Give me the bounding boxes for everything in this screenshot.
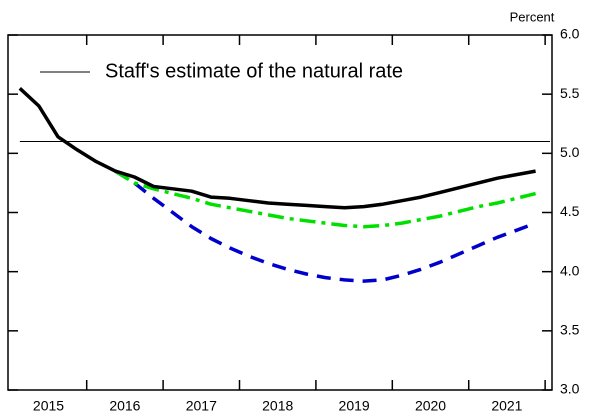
series-line <box>114 169 537 283</box>
x-tick-label: 2018 <box>262 398 293 414</box>
y-tick-label: 5.5 <box>560 85 580 101</box>
series-line <box>18 87 536 210</box>
y-tick-label: 6.0 <box>560 26 580 42</box>
y-tick-label: 3.0 <box>560 381 580 397</box>
y-tick-label: 4.0 <box>560 262 580 278</box>
y-tick-label: 4.5 <box>560 203 580 219</box>
plot-frame <box>7 34 553 391</box>
x-tick-label: 2016 <box>109 398 140 414</box>
x-tick-label: 2015 <box>33 398 64 414</box>
y-axis-label: Percent <box>510 9 555 24</box>
x-tick-label: 2021 <box>491 398 522 414</box>
x-tick-label: 2019 <box>339 398 370 414</box>
legend-label: Staff's estimate of the natural rate <box>105 60 403 82</box>
y-tick-label: 5.0 <box>560 144 580 160</box>
y-tick-label: 3.5 <box>560 322 580 338</box>
x-tick-label: 2017 <box>186 398 217 414</box>
series-line <box>114 169 537 229</box>
x-tick-label: 2020 <box>415 398 446 414</box>
